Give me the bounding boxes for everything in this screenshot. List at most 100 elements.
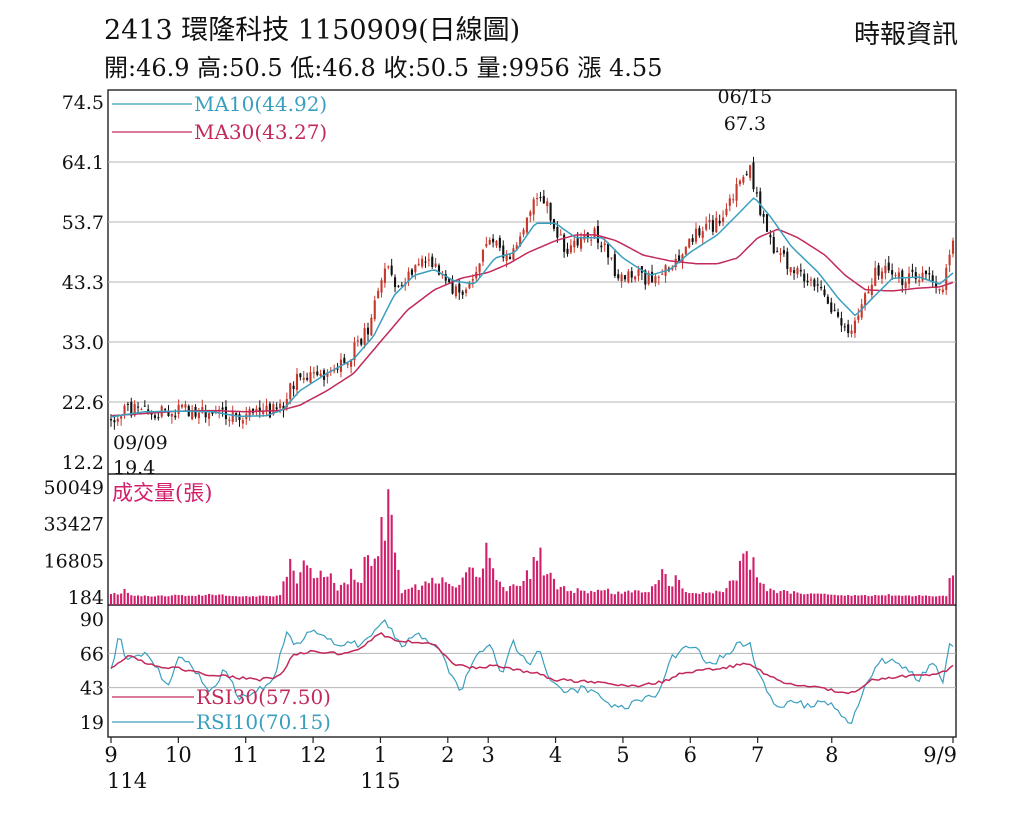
volume-bar	[160, 595, 163, 605]
candle-body	[458, 283, 461, 293]
volume-bar	[928, 595, 931, 605]
candle-body	[123, 405, 126, 415]
candle-body	[180, 404, 184, 408]
volume-bar	[363, 556, 366, 605]
volume-bar	[329, 573, 332, 605]
volume-bar	[370, 566, 373, 605]
candle-body	[265, 405, 268, 412]
candle-body	[292, 385, 295, 390]
candle-body	[481, 249, 485, 262]
volume-bar	[292, 570, 295, 605]
candle-body	[786, 251, 789, 269]
volume-bar	[316, 577, 319, 605]
candle-body	[864, 293, 867, 306]
candle-body	[133, 404, 136, 416]
volume-bar	[275, 595, 278, 605]
candle-body	[373, 300, 376, 320]
volume-bar	[492, 568, 495, 605]
volume-bar	[620, 593, 623, 605]
candle-body	[833, 309, 836, 311]
candle-body	[688, 238, 691, 248]
candle-body	[444, 274, 447, 281]
candle-body	[678, 255, 681, 262]
candle-body	[715, 217, 718, 233]
volume-bar	[891, 595, 894, 605]
volume-bar	[194, 596, 197, 605]
volume-bar	[610, 593, 613, 605]
volume-bar	[718, 591, 721, 605]
x-axis-month-label: 5	[616, 743, 629, 767]
candle-body	[573, 240, 576, 248]
volume-bar	[786, 591, 789, 605]
volume-bar	[569, 590, 572, 605]
chart-frame	[107, 89, 957, 738]
candle-body	[177, 404, 180, 414]
ma10-line	[110, 197, 954, 418]
candle-body	[850, 330, 853, 334]
volume-bar	[417, 589, 420, 605]
candle-body	[150, 412, 153, 415]
candle-body	[461, 291, 464, 295]
volume-bar	[921, 595, 924, 605]
volume-bar	[512, 584, 515, 605]
volume-bar	[671, 586, 674, 605]
volume-bar	[549, 572, 552, 605]
high-date-annotation: 06/15	[718, 86, 773, 108]
candle-body	[228, 419, 231, 421]
volume-bar	[454, 587, 457, 605]
volume-bar	[380, 516, 383, 605]
candle-body	[525, 217, 528, 233]
candle-body	[637, 269, 640, 276]
candle-body	[285, 399, 288, 408]
candle-body	[853, 320, 856, 334]
volume-bar	[350, 568, 353, 605]
volume-bar	[711, 593, 714, 605]
volume-bar	[772, 590, 775, 605]
candle-body	[596, 226, 599, 243]
candle-body	[826, 296, 829, 304]
candle-body	[654, 276, 657, 284]
volume-bar	[475, 576, 478, 605]
candle-body	[478, 263, 481, 273]
volume-bar	[843, 595, 846, 605]
candle-body	[336, 368, 339, 370]
candle-body	[397, 285, 400, 287]
volume-bar	[877, 595, 880, 605]
volume-bar	[654, 584, 657, 605]
volume-bar	[228, 595, 231, 605]
candle-body	[383, 268, 386, 283]
volume-bar	[566, 591, 569, 605]
candle-body	[407, 271, 410, 282]
candle-body	[130, 401, 133, 416]
volume-bar	[309, 568, 312, 605]
volume-bar	[536, 560, 539, 605]
volume-bar	[573, 592, 576, 605]
candle-body	[137, 406, 140, 408]
candle-body	[742, 176, 745, 183]
candle-body	[326, 372, 329, 377]
volume-bar	[427, 583, 430, 605]
candle-body	[928, 273, 931, 275]
volume-bar	[458, 584, 461, 605]
volume-bar	[830, 594, 833, 605]
candle-body	[897, 272, 900, 279]
volume-bar	[201, 595, 204, 605]
volume-bar	[590, 590, 593, 605]
volume-bar	[431, 577, 434, 605]
volume-bar	[251, 596, 255, 605]
candle-body	[343, 357, 346, 364]
price-y-tick-label: 22.6	[62, 392, 104, 414]
volume-bar	[140, 596, 143, 605]
candle-body	[164, 409, 167, 411]
candle-body	[924, 270, 927, 275]
high-value-annotation: 67.3	[724, 113, 766, 135]
volume-bar	[505, 591, 508, 605]
volume-bar	[840, 595, 843, 605]
price-y-tick-label: 12.2	[62, 452, 104, 474]
volume-bar	[799, 593, 802, 605]
volume-bar	[607, 588, 610, 605]
volume-bar	[735, 580, 738, 605]
candle-body	[421, 258, 424, 267]
candle-body	[532, 199, 535, 215]
candle-body	[309, 372, 312, 383]
